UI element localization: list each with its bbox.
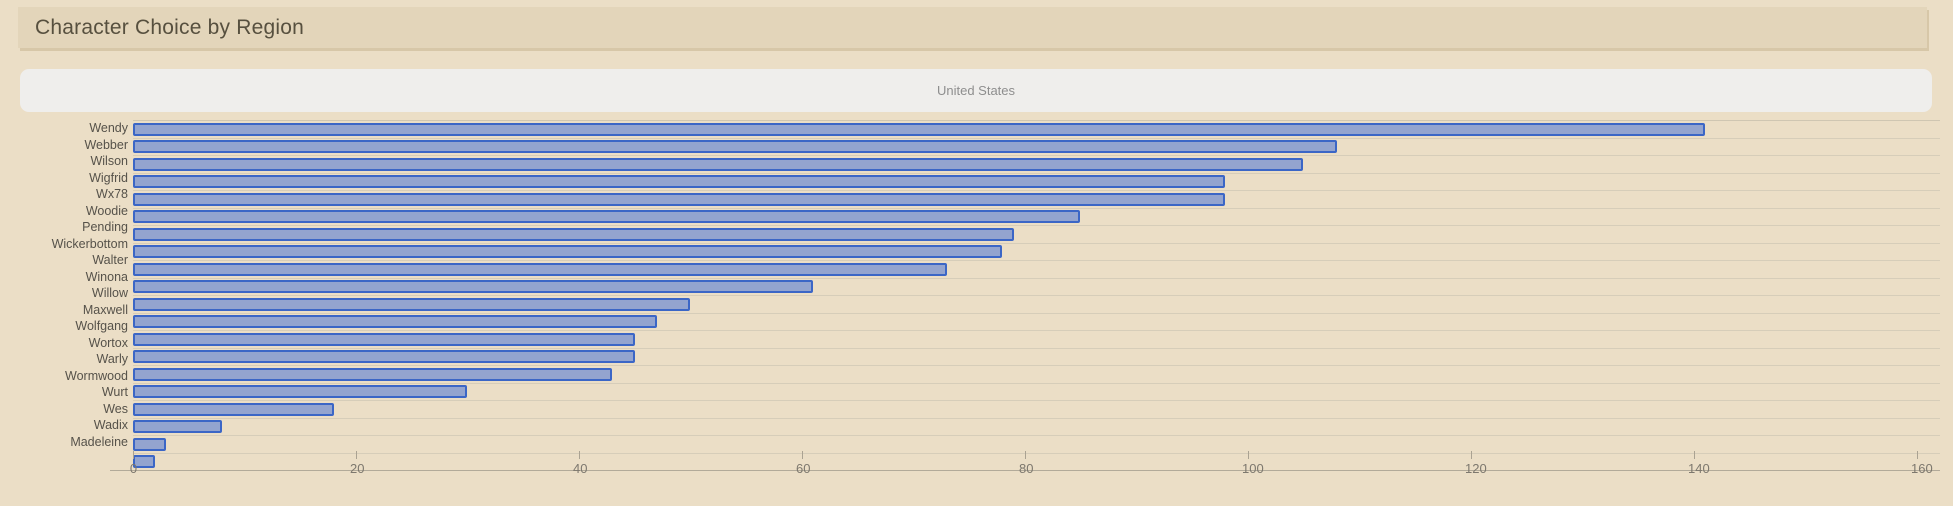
- tick-label: 160: [1911, 461, 1933, 476]
- tick-mark: [1694, 451, 1695, 459]
- tick-mark: [1917, 451, 1918, 459]
- chart-row: [133, 172, 1940, 191]
- tick-label: 40: [573, 461, 588, 476]
- chart-row: [133, 242, 1940, 261]
- tick-label: 60: [796, 461, 811, 476]
- bar-maxwell[interactable]: [133, 315, 657, 329]
- x-axis-tick: 80: [1019, 451, 1034, 476]
- panel-header: Character Choice by Region: [18, 7, 1927, 48]
- x-axis-tick: 0: [127, 451, 140, 476]
- category-label: Pending: [82, 220, 128, 234]
- value-axis: 0 20 40 60 80 100 120 140 160: [130, 451, 1933, 491]
- tick-mark: [356, 451, 357, 459]
- x-axis-tick: 140: [1688, 451, 1710, 476]
- bar-willow[interactable]: [133, 297, 691, 311]
- chart-row: [133, 295, 1940, 313]
- category-label: Wadix: [93, 418, 128, 432]
- tick-label: 100: [1242, 461, 1264, 476]
- x-axis-tick: 100: [1242, 451, 1264, 476]
- x-axis-tick: 120: [1465, 451, 1487, 476]
- category-label: Walter: [92, 253, 128, 267]
- category-label: Wigfrid: [89, 170, 128, 185]
- bar-wendy[interactable]: [133, 122, 1705, 136]
- chart-row: [133, 207, 1940, 226]
- category-label: Wortox: [88, 335, 128, 350]
- chart-row: [133, 137, 1940, 156]
- tick-label: 0: [129, 461, 138, 476]
- region-tab-label: United States: [936, 83, 1016, 98]
- bar-webber[interactable]: [133, 140, 1337, 154]
- chart-row: [133, 452, 1940, 471]
- bar-wolfgang[interactable]: [133, 332, 635, 346]
- bar-madeleine[interactable]: [133, 455, 156, 469]
- category-label: Wickerbottom: [51, 236, 128, 251]
- category-label: Warly: [96, 352, 128, 366]
- bar-wortox[interactable]: [133, 350, 635, 364]
- bar-walter[interactable]: [133, 262, 947, 276]
- tick-mark: [579, 451, 580, 459]
- bar-wurt[interactable]: [133, 402, 334, 416]
- bar-wickerbottom[interactable]: [133, 245, 1003, 259]
- chart-row: [133, 120, 1940, 138]
- category-label: Wes: [103, 401, 128, 416]
- category-label: Wilson: [90, 154, 128, 168]
- bar-wes[interactable]: [133, 420, 223, 434]
- bar-woodie[interactable]: [133, 210, 1081, 224]
- category-label: Woodie: [85, 203, 128, 218]
- chart-row: [133, 400, 1940, 418]
- x-axis-tick: 20: [350, 451, 365, 476]
- category-label: Webber: [84, 137, 128, 152]
- bar-warly[interactable]: [133, 367, 613, 381]
- x-axis-tick: 60: [796, 451, 811, 476]
- bar-winona[interactable]: [133, 280, 813, 294]
- chart-row: [133, 260, 1940, 278]
- tick-mark: [1471, 451, 1472, 459]
- chart-row: [133, 330, 1940, 348]
- tick-label: 20: [350, 461, 365, 476]
- chart-row: [133, 382, 1940, 401]
- category-label: Madeleine: [70, 434, 128, 449]
- category-label: Willow: [91, 286, 128, 300]
- x-axis-tick: 160: [1911, 451, 1933, 476]
- chart-row: [133, 190, 1940, 208]
- chart-row: [133, 225, 1940, 243]
- chart-row: [133, 312, 1940, 331]
- chart-row: [133, 277, 1940, 296]
- tick-mark: [133, 451, 134, 459]
- category-label: Maxwell: [82, 302, 128, 317]
- bar-wigfrid[interactable]: [133, 175, 1226, 189]
- chart-row: [133, 347, 1940, 366]
- bar-wilson[interactable]: [133, 157, 1304, 171]
- category-label: Wx78: [96, 187, 128, 201]
- tick-mark: [1248, 451, 1249, 459]
- category-label: Winona: [85, 269, 128, 284]
- tick-label: 80: [1019, 461, 1034, 476]
- category-label: Wolfgang: [75, 319, 128, 333]
- bar-chart-plot-area: [110, 120, 1940, 471]
- chart-row: [133, 417, 1940, 436]
- tick-mark: [802, 451, 803, 459]
- category-label: Wurt: [101, 385, 128, 399]
- page-title: Character Choice by Region: [35, 15, 305, 39]
- bar-wx78[interactable]: [133, 192, 1226, 206]
- bar-pending[interactable]: [133, 227, 1014, 241]
- tick-mark: [1025, 451, 1026, 459]
- bar-wadix[interactable]: [133, 437, 167, 451]
- chart-row: [133, 435, 1940, 453]
- category-axis: Wendy Webber Wilson Wigfrid Wx78 Woodie Pendin…: [0, 120, 128, 450]
- chart-row: [133, 155, 1940, 173]
- region-tab-united-states[interactable]: United States: [20, 69, 1932, 112]
- tick-label: 140: [1688, 461, 1710, 476]
- tick-label: 120: [1465, 461, 1487, 476]
- category-label: Wormwood: [65, 368, 128, 383]
- bar-wormwood[interactable]: [133, 385, 468, 399]
- category-label: Wendy: [89, 121, 128, 135]
- x-axis-tick: 40: [573, 451, 588, 476]
- chart-row: [133, 365, 1940, 383]
